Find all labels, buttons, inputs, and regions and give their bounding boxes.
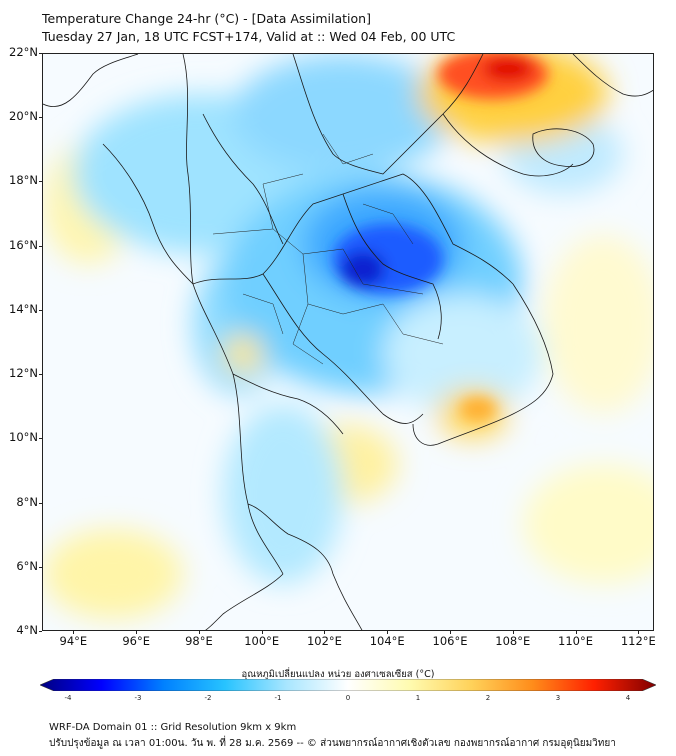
colorbar-tick-label: -2 xyxy=(204,694,212,702)
lon-tick xyxy=(638,631,640,634)
lon-label: 112°E xyxy=(620,634,656,648)
colorbar-tick-label: -3 xyxy=(134,694,142,702)
colorbar-tick-label: 2 xyxy=(485,694,491,702)
colorbar xyxy=(40,679,656,691)
colorbar-tick-label: 4 xyxy=(625,694,631,702)
lon-label: 96°E xyxy=(122,634,150,648)
lon-label: 100°E xyxy=(244,634,280,648)
lat-label: 16°N xyxy=(9,237,38,252)
colorbar-tick-label: -1 xyxy=(274,694,282,702)
lat-tick xyxy=(39,631,42,632)
lon-tick xyxy=(136,631,138,634)
lon-tick xyxy=(198,631,200,634)
colorbar-tick-label: 3 xyxy=(555,694,561,702)
lon-label: 98°E xyxy=(185,634,213,648)
lat-tick xyxy=(39,309,42,311)
lon-tick xyxy=(324,631,326,634)
lat-tick xyxy=(39,117,42,119)
colorbar-tick-label: 0 xyxy=(345,694,351,702)
colorbar-tick-label: 1 xyxy=(415,694,421,702)
colorbar-tick-label: -4 xyxy=(64,694,72,702)
lat-label: 14°N xyxy=(9,301,38,316)
lat-tick xyxy=(39,438,42,440)
temperature-field-core xyxy=(333,54,548,421)
lon-label: 108°E xyxy=(495,634,531,648)
lon-tick xyxy=(261,631,263,634)
lat-label: 20°N xyxy=(9,109,38,124)
lat-label: 12°N xyxy=(9,366,38,381)
lon-label: 106°E xyxy=(432,634,468,648)
map-subtitle: Tuesday 27 Jan, 18 UTC FCST+174, Valid a… xyxy=(42,29,456,44)
lat-label: 10°N xyxy=(9,430,38,445)
lat-label: 6°N xyxy=(16,558,38,573)
lat-label: 4°N xyxy=(16,623,38,637)
lat-tick xyxy=(39,245,42,247)
province-borders xyxy=(212,133,444,365)
lat-tick xyxy=(39,502,42,504)
temperature-change-map xyxy=(42,53,654,631)
lon-label: 110°E xyxy=(558,634,594,648)
lat-tick xyxy=(39,181,42,183)
footer-credits: ปรับปรุงข้อมูล ณ เวลา 01:00น. วัน พ. ที่… xyxy=(49,738,616,749)
lon-label: 102°E xyxy=(306,634,342,648)
lat-tick xyxy=(39,53,42,54)
lat-tick xyxy=(39,374,42,376)
lon-tick xyxy=(73,631,75,634)
map-canvas xyxy=(43,54,653,630)
footer-model-info: WRF-DA Domain 01 :: Grid Resolution 9km … xyxy=(49,722,297,733)
lon-tick xyxy=(450,631,451,634)
lon-label: 94°E xyxy=(59,634,88,648)
lon-label: 104°E xyxy=(369,634,405,648)
lat-label: 22°N xyxy=(9,45,38,59)
lon-tick xyxy=(575,631,577,634)
colorbar-title: อุณหภูมิเปลี่ยนแปลง หน่วย องศาเซลเซียส (… xyxy=(241,669,435,680)
lon-tick xyxy=(387,631,389,634)
lat-tick xyxy=(39,566,42,568)
lat-label: 8°N xyxy=(16,494,38,509)
lon-tick xyxy=(512,631,514,634)
map-title: Temperature Change 24-hr (°C) - [Data As… xyxy=(42,11,371,26)
colorbar-ramp xyxy=(40,679,656,691)
lat-label: 18°N xyxy=(9,173,38,188)
country-borders xyxy=(43,54,653,630)
